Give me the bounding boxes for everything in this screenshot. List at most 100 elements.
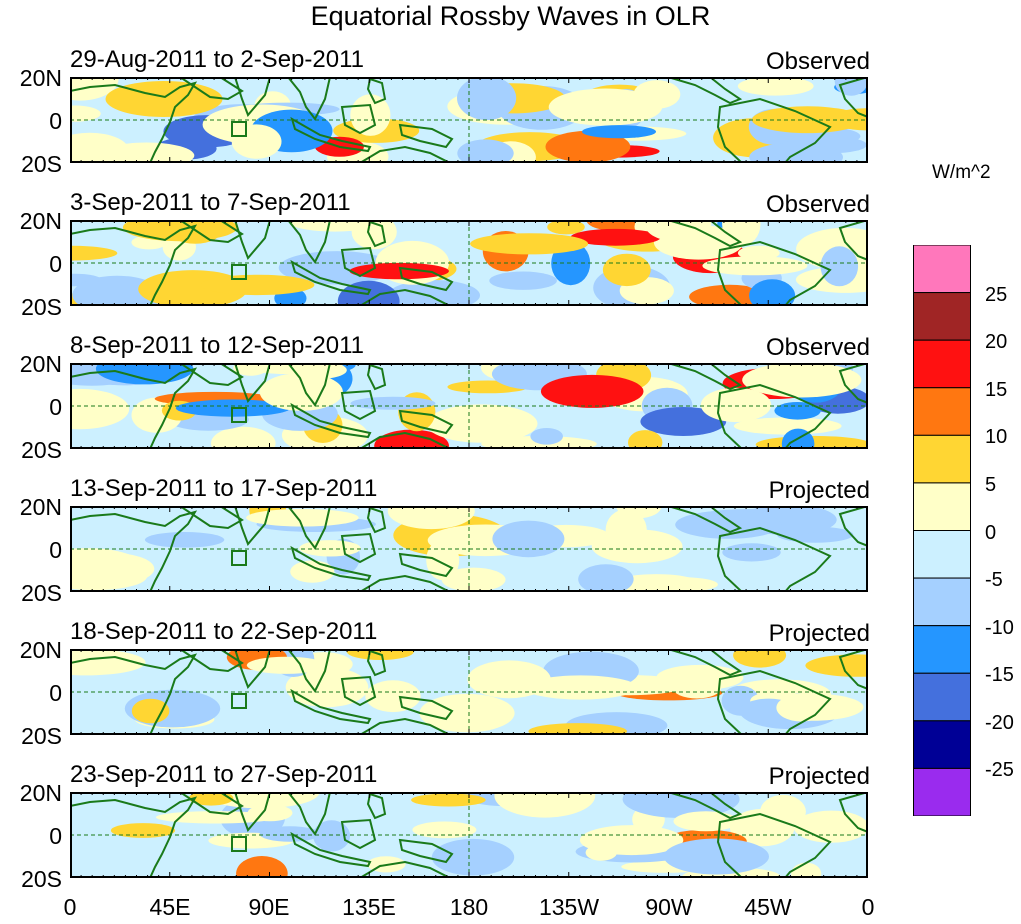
olr-anomaly-blob: [299, 540, 361, 557]
coastline-10: [716, 97, 832, 163]
olr-map-4: [70, 506, 868, 592]
coastline-10: [716, 383, 832, 449]
map-panel-4: [70, 506, 868, 592]
coastline-3: [286, 363, 332, 407]
lat-label-5-1: 0: [49, 680, 62, 706]
olr-map-1: [70, 77, 868, 163]
coastline-7: [398, 838, 454, 864]
coastline-0: [70, 81, 198, 163]
coastline-7: [398, 123, 454, 149]
coastline-3: [286, 77, 332, 121]
map-panel-2: [70, 220, 868, 306]
olr-anomaly-blob: [259, 826, 321, 842]
olr-anomaly-blob: [776, 693, 827, 722]
coastline-10: [716, 240, 832, 306]
olr-anomaly-blob: [419, 693, 515, 733]
map-frame: [70, 792, 868, 878]
olr-anomaly-blob: [673, 811, 739, 832]
olr-anomaly-blob: [545, 130, 631, 163]
coastline-6: [366, 649, 387, 677]
olr-anomaly-blob: [70, 649, 146, 676]
olr-anomaly-blob: [290, 560, 335, 583]
olr-anomaly-blob: [457, 77, 517, 120]
coastline-7: [398, 552, 454, 578]
colorbar-tick-label: -10: [985, 616, 1014, 639]
colorbar-swatch-7: [913, 577, 971, 627]
olr-anomaly-blob: [722, 543, 781, 562]
coastline-0: [70, 367, 198, 449]
coastline-4: [290, 831, 372, 868]
coastline-1: [178, 220, 244, 244]
panel-dates-1: 29-Aug-2011 to 2-Sep-2011: [70, 46, 364, 73]
colorbar-swatch-11: [913, 767, 971, 816]
region-box: [231, 836, 247, 852]
olr-anomaly-blob: [388, 280, 480, 306]
map-panel-5: [70, 649, 868, 735]
coastline-2: [233, 649, 272, 689]
olr-anomaly-blob: [663, 838, 770, 875]
olr-anomaly-blob: [494, 792, 596, 818]
olr-anomaly-blob: [441, 567, 506, 592]
olr-anomaly-blob: [349, 262, 449, 280]
lon-label-45e: 45E: [149, 894, 191, 920]
coastline-8: [358, 431, 451, 449]
olr-anomaly-blob: [236, 856, 288, 878]
olr-anomaly-blob: [411, 793, 486, 807]
olr-anomaly-blob: [350, 94, 391, 136]
coastline-5: [340, 675, 377, 707]
map-frame: [70, 363, 868, 449]
panel-status-4: Projected: [768, 477, 870, 504]
olr-anomaly-blob: [737, 77, 814, 96]
colorbar-swatch-5: [913, 482, 971, 531]
colorbar-tick-label: -5: [985, 569, 1003, 592]
olr-anomaly-blob: [492, 520, 565, 558]
coastline-4: [290, 402, 372, 439]
colorbar-swatch-3: [913, 387, 971, 436]
olr-anomaly-blob: [547, 220, 585, 235]
olr-anomaly-blob: [387, 506, 475, 530]
olr-anomaly-blob: [365, 680, 421, 713]
panel-dates-6: 23-Sep-2011 to 27-Sep-2011: [70, 761, 378, 788]
figure-title: Equatorial Rossby Waves in OLR: [310, 1, 711, 31]
coastline-6: [366, 506, 387, 534]
map-frame: [70, 77, 868, 163]
olr-anomaly-blob: [457, 139, 514, 163]
map-frame: [70, 220, 868, 306]
lat-label-3-2: 20S: [21, 437, 62, 463]
olr-anomaly-blob: [426, 404, 538, 443]
olr-anomaly-blob: [591, 529, 683, 564]
colorbar-tick-label: -15: [985, 664, 1014, 687]
olr-anomaly-blob: [70, 562, 147, 591]
coastline-5: [340, 246, 377, 278]
olr-anomaly-blob: [200, 274, 315, 296]
coastline-3: [286, 649, 332, 693]
coastline-10: [716, 526, 832, 592]
olr-anomaly-blob: [155, 811, 276, 824]
lat-label-4-1: 0: [49, 537, 62, 563]
coastline-4: [290, 116, 372, 153]
olr-anomaly-blob: [640, 407, 727, 436]
olr-anomaly-blob: [524, 675, 638, 700]
coastline-3: [286, 792, 332, 836]
coastline-2: [233, 363, 272, 403]
coastline-2: [233, 792, 272, 832]
olr-anomaly-blob: [628, 430, 663, 449]
region-box: [231, 121, 247, 137]
olr-anomaly-blob: [131, 698, 170, 724]
colorbar-swatch-2: [913, 339, 971, 389]
panel-status-6: Projected: [768, 763, 870, 790]
coastline-2: [233, 220, 272, 260]
panel-status-5: Projected: [768, 620, 870, 647]
map-panel-1: [70, 77, 868, 163]
coastline-7: [398, 695, 454, 721]
olr-anomaly-blob: [540, 374, 644, 408]
coastline-2: [233, 506, 272, 546]
olr-anomaly-blob: [737, 245, 780, 261]
lon-label-0-right: 0: [861, 894, 875, 920]
lon-label-135w: 135W: [538, 894, 600, 920]
olr-anomaly-blob: [231, 124, 282, 159]
coastline-1: [178, 506, 244, 530]
colorbar-swatch-6: [913, 530, 971, 579]
colorbar-tick-label: 25: [985, 283, 1008, 306]
olr-anomaly-blob: [470, 233, 589, 255]
